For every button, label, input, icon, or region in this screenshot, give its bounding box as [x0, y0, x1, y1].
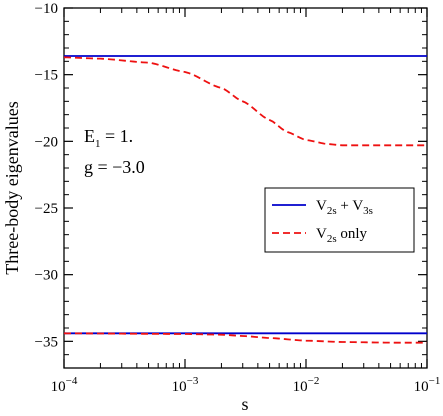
- y-tick-label: −20: [35, 134, 58, 150]
- y-tick-label: −35: [35, 334, 58, 350]
- axis-ticks: −10 −15 −20 −25 −30 −35 10−4 10−3 10−2 10−1: [35, 1, 441, 395]
- legend-box: [264, 187, 415, 253]
- annotation-g: g = −3.0: [84, 157, 145, 177]
- legend-label-v2s_v3s: V2s + V3s: [316, 198, 373, 217]
- y-tick-label: −30: [35, 268, 58, 284]
- x-axis-label: s: [241, 394, 248, 414]
- series-lines: [63, 55, 427, 344]
- x-tick-label: 10−2: [293, 375, 320, 395]
- x-tick-label: 10−1: [414, 375, 441, 395]
- y-tick-label: −15: [35, 68, 58, 84]
- annotation-e1: E1 = 1.: [84, 126, 133, 150]
- plot-frame: [63, 7, 428, 369]
- series-line-v2s_only-1: [63, 56, 427, 147]
- x-tick-label: 10−4: [51, 375, 78, 395]
- legend-label-v2s_only: V2s only: [316, 226, 368, 245]
- y-tick-label: −10: [35, 1, 58, 17]
- y-axis-label: Three-body eigenvalues: [2, 101, 22, 274]
- x-tick-label: 10−3: [172, 375, 199, 395]
- series-line-v2s_only-2: [63, 332, 427, 344]
- y-tick-label: −25: [35, 201, 58, 217]
- legend: V2s + V3s V2s only: [264, 187, 415, 253]
